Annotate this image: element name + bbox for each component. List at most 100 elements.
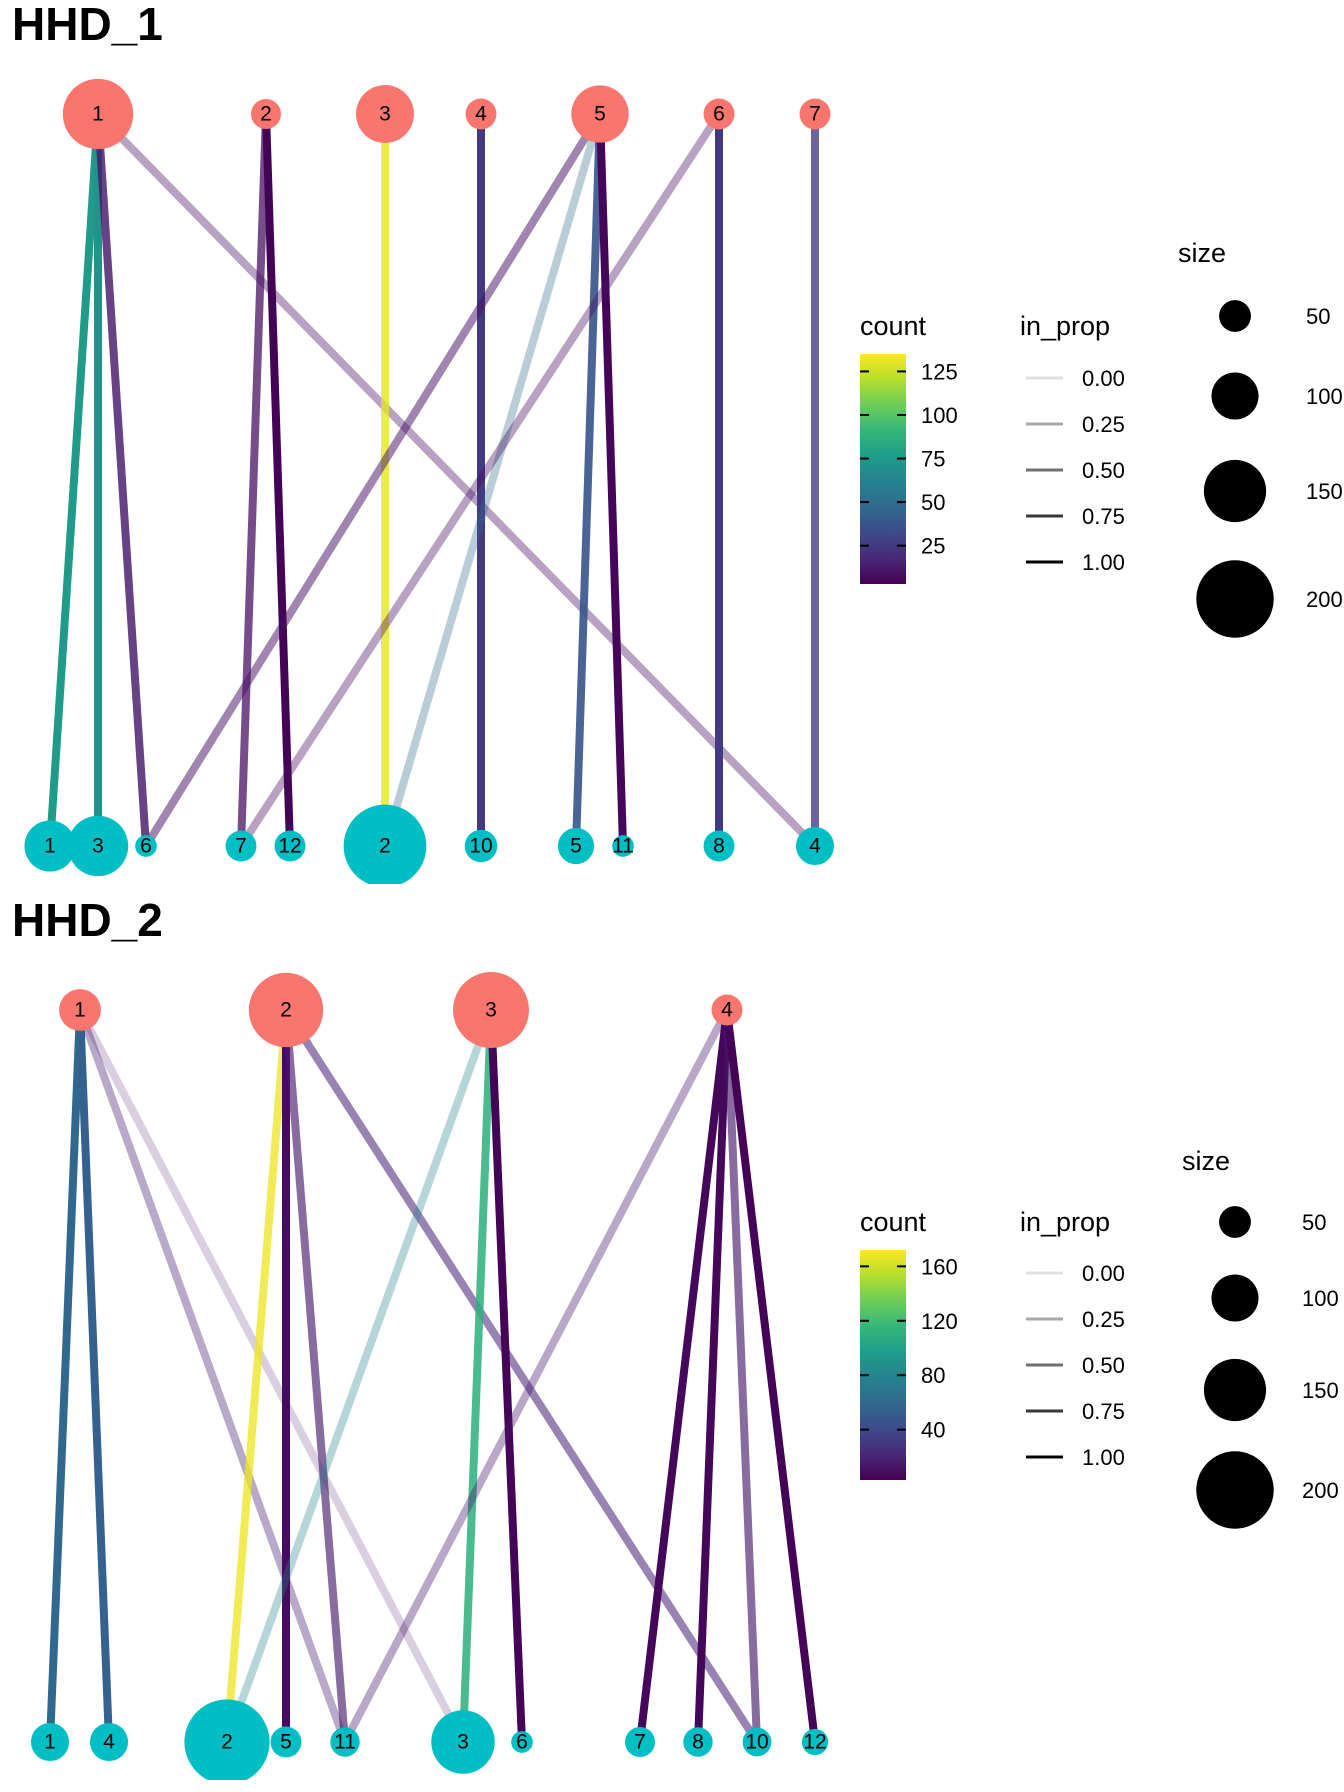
- size-items: 50 100 150 200: [1196, 300, 1343, 638]
- edge-1-to-6: [94, 113, 150, 847]
- size-legend: size 50 100 150 200: [1178, 238, 1343, 638]
- bottom-node-label: 5: [280, 1731, 292, 1754]
- edge-3-to-2: [223, 1008, 495, 1744]
- panel-hhd-2: HHD_2 1 2 3 41 4 2 5 11 3 6 7 8 10 12 count 160120804…: [12, 894, 1339, 1780]
- in-prop-label: 0.50: [1082, 458, 1125, 483]
- edge-1-to-3: [76, 1008, 467, 1744]
- in-prop-label: 0.00: [1082, 366, 1125, 391]
- top-node-label: 5: [594, 103, 606, 126]
- in-prop-label: 0.75: [1082, 1399, 1125, 1424]
- size-key-circle: [1196, 1451, 1274, 1529]
- bottom-node-8: [703, 830, 735, 862]
- bottom-node-12: [274, 830, 306, 862]
- edge-6-to-7: [237, 111, 723, 849]
- size-label: 50: [1302, 1210, 1326, 1235]
- in-prop-label: 0.25: [1082, 1307, 1125, 1332]
- top-node-7: [799, 98, 831, 130]
- in-prop-items: 0.00 0.25 0.50 0.75 1.00: [1026, 366, 1125, 575]
- bottom-node-10: [464, 829, 498, 863]
- count-colorbar: [860, 1250, 906, 1480]
- size-label: 200: [1302, 1478, 1339, 1503]
- edge-2-to-12: [262, 113, 294, 847]
- edge-1-to-11: [76, 1008, 349, 1744]
- in-prop-items: 0.00 0.25 0.50 0.75 1.00: [1026, 1261, 1125, 1470]
- count-legend-title: count: [860, 311, 927, 341]
- edge-1-to-1: [46, 113, 102, 847]
- node-layer: 1 2 3 4 5 6 71 3 6 7 12 2 10 5 11 8 4: [24, 78, 835, 884]
- bottom-node-11: [612, 835, 634, 857]
- edge-layer: [46, 1007, 819, 1745]
- bottom-node-label: 10: [469, 835, 492, 858]
- bottom-node-label: 5: [570, 835, 582, 858]
- edge-3-to-3: [459, 1009, 495, 1743]
- edge-3-to-6: [487, 1009, 526, 1743]
- edge-5-to-5: [572, 113, 604, 847]
- top-node-2: [248, 972, 324, 1048]
- count-tick-label: 50: [921, 490, 945, 515]
- count-tick-label: 120: [921, 1309, 958, 1334]
- count-tick-label: 160: [921, 1254, 958, 1279]
- edge-layer: [46, 111, 819, 849]
- count-legend-title: count: [860, 1207, 927, 1237]
- size-key-circle: [1219, 300, 1251, 332]
- bottom-node-3: [67, 815, 129, 877]
- count-tick-label: 80: [921, 1363, 945, 1388]
- top-node-4: [465, 98, 497, 130]
- count-colorbar: [860, 354, 906, 584]
- bottom-node-1: [24, 820, 76, 872]
- in-prop-label: 0.75: [1082, 504, 1125, 529]
- bottom-node-10: [742, 1727, 772, 1757]
- bottom-node-label: 1: [44, 1731, 56, 1754]
- bottom-node-6: [135, 835, 157, 857]
- count-ticks: 125 100 75 50 25: [860, 359, 958, 559]
- size-key-circle: [1196, 560, 1274, 638]
- edge-4-to-12: [723, 1009, 819, 1743]
- in-prop-label: 1.00: [1082, 550, 1125, 575]
- top-node-label: 6: [713, 103, 725, 126]
- count-tick-label: 75: [921, 447, 945, 472]
- panel-title: HHD_1: [12, 0, 163, 50]
- size-legend-title: size: [1182, 1146, 1230, 1176]
- bottom-node-label: 7: [634, 1731, 646, 1754]
- bottom-node-label: 2: [221, 1731, 233, 1754]
- bottom-node-7: [624, 1726, 656, 1758]
- size-label: 100: [1306, 384, 1343, 409]
- bottom-node-6: [511, 1731, 533, 1753]
- count-tick-label: 25: [921, 534, 945, 559]
- edge-1-to-1: [46, 1009, 84, 1743]
- top-node-5: [571, 85, 629, 143]
- bottom-node-label: 8: [713, 835, 725, 858]
- in-prop-legend-title: in_prop: [1020, 311, 1110, 341]
- bottom-node-label: 12: [278, 835, 301, 858]
- count-tick-label: 125: [921, 359, 958, 384]
- top-node-4: [711, 994, 743, 1026]
- size-label: 100: [1302, 1286, 1339, 1311]
- edge-5-to-6: [142, 111, 604, 849]
- top-node-label: 3: [485, 999, 497, 1022]
- bottom-node-2: [343, 804, 427, 884]
- bottom-node-5: [557, 827, 595, 865]
- in-prop-legend: in_prop 0.00 0.25 0.50 0.75 1.00: [1020, 1207, 1125, 1470]
- top-node-label: 2: [280, 999, 292, 1022]
- top-node-3: [453, 972, 529, 1048]
- size-legend-title: size: [1178, 238, 1226, 268]
- bottom-node-label: 11: [334, 1731, 356, 1754]
- in-prop-label: 0.25: [1082, 412, 1125, 437]
- size-label: 200: [1306, 587, 1343, 612]
- size-key-circle: [1203, 459, 1267, 523]
- size-legend: size 50 100 150 200: [1182, 1146, 1339, 1529]
- edge-4-to-11: [341, 1008, 731, 1744]
- top-node-label: 3: [379, 103, 391, 126]
- count-legend: count 125 100 75 50 25: [860, 311, 958, 584]
- bottom-node-1: [30, 1722, 70, 1762]
- size-key-circle: [1211, 372, 1259, 420]
- count-legend: count 160 120 80 40: [860, 1207, 958, 1480]
- bottom-node-label: 6: [516, 1731, 528, 1754]
- bottom-node-label: 11: [612, 835, 634, 858]
- bottom-node-label: 7: [235, 835, 247, 858]
- edge-4-to-8: [694, 1009, 731, 1743]
- size-key-circle: [1211, 1274, 1259, 1322]
- size-items: 50 100 150 200: [1196, 1206, 1339, 1529]
- in-prop-label: 1.00: [1082, 1445, 1125, 1470]
- edge-2-to-7: [237, 113, 270, 847]
